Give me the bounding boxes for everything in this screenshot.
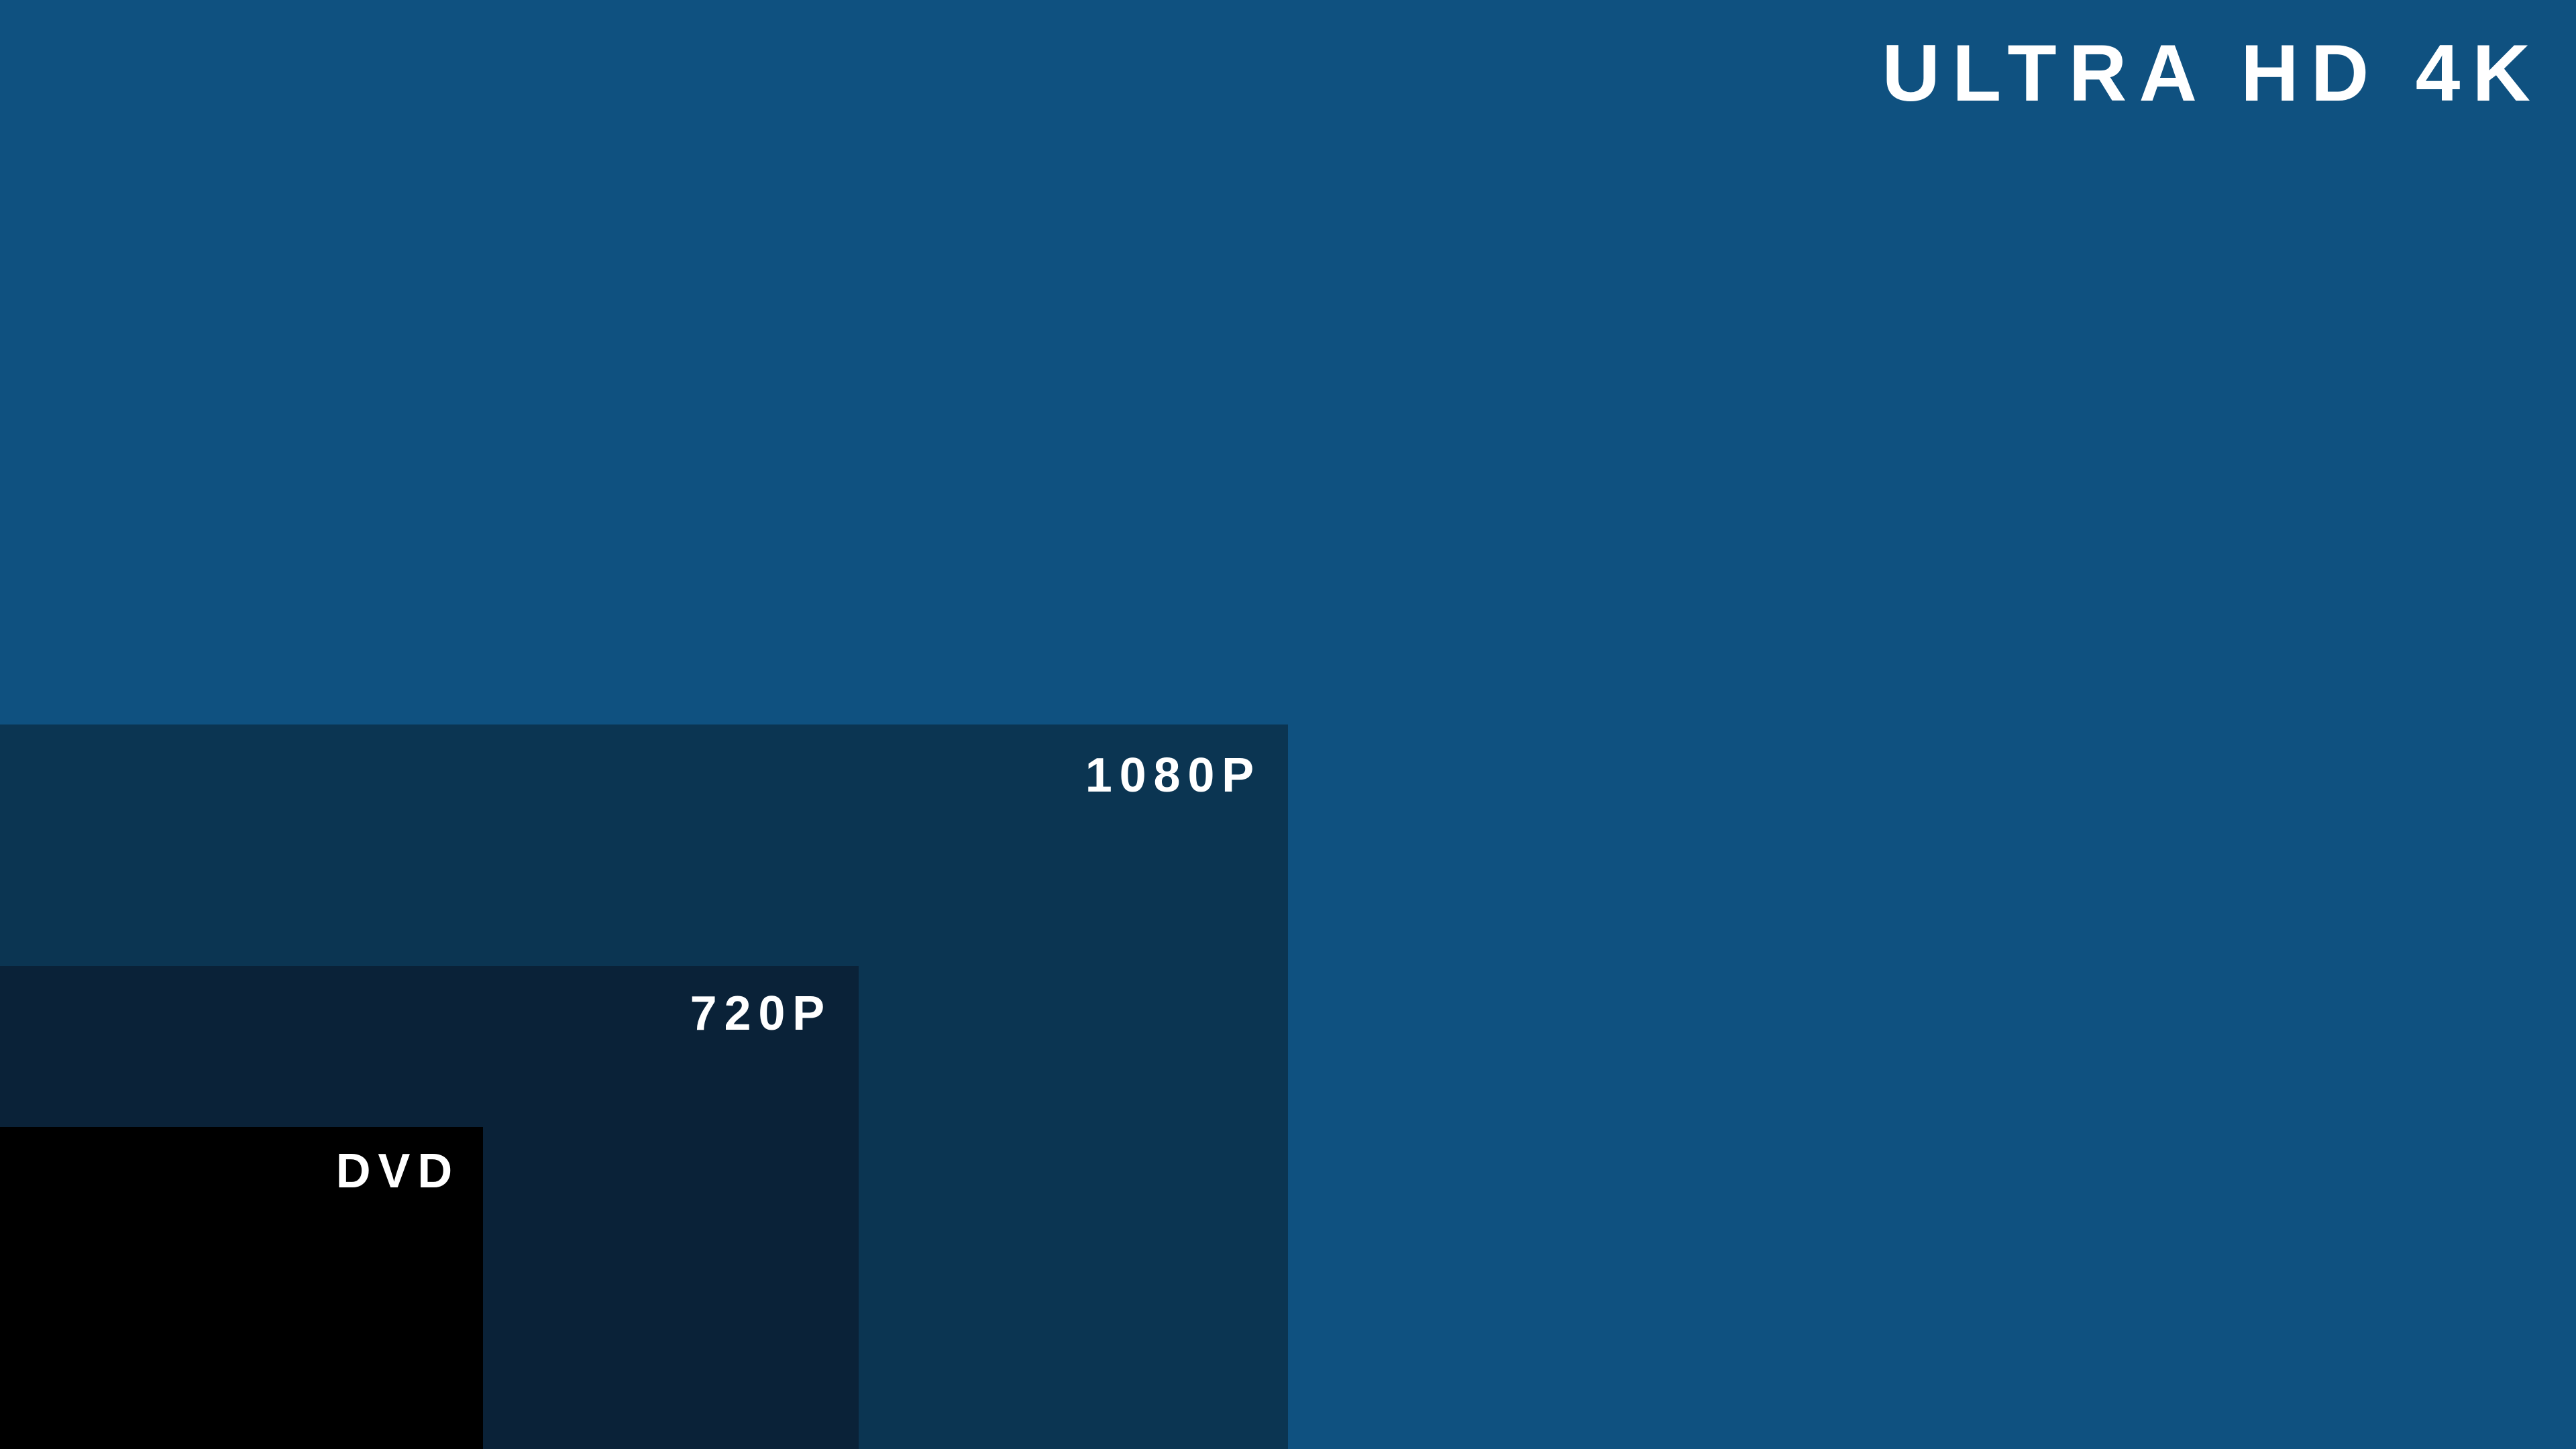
label-dvd: DVD	[336, 1144, 460, 1199]
resolution-comparison-diagram: ULTRA HD 4K 1080P 720P DVD	[0, 0, 2576, 1449]
box-dvd: DVD	[0, 1127, 483, 1449]
label-uhd4k: ULTRA HD 4K	[1882, 27, 2542, 119]
label-720p: 720P	[690, 986, 832, 1041]
label-1080p: 1080P	[1085, 748, 1261, 803]
